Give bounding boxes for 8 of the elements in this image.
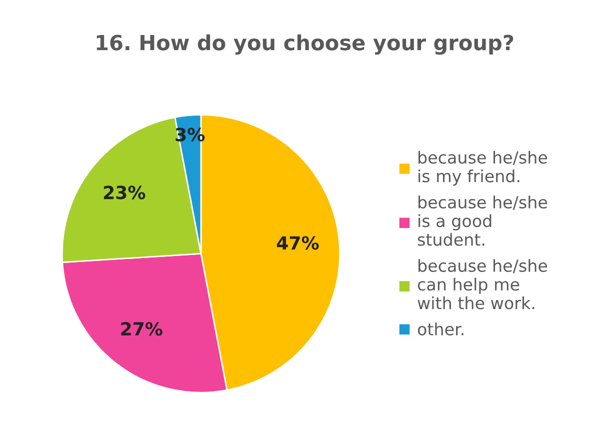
chart-title: 16. How do you choose your group? <box>96 34 514 55</box>
data-label: 23% <box>104 186 146 200</box>
legend-label: because he/she is my friend. <box>418 150 548 186</box>
legend-label: other. <box>418 322 464 336</box>
legend-label: because he/she is a good student. <box>418 196 548 246</box>
data-label: 47% <box>276 236 319 250</box>
data-label: 27% <box>121 322 162 336</box>
legend-label: because he/she can help me with the work. <box>418 259 548 310</box>
